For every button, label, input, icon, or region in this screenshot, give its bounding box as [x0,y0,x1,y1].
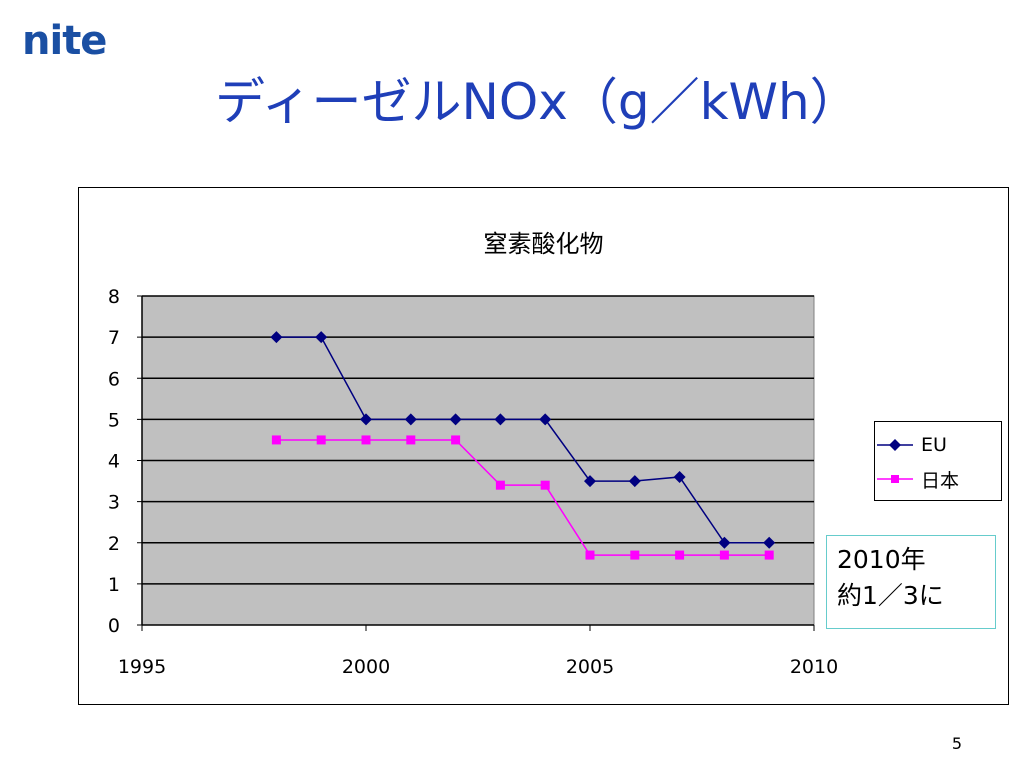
japan-point [271,435,281,445]
japan-point [361,435,371,445]
annotation-line-1: 2010年 [837,545,926,574]
x-tick-label: 2005 [566,656,614,678]
annotation-box: 2010年 約1／3に [826,535,996,629]
legend-eu-swatch [877,439,913,451]
eu-point [360,413,372,426]
japan-point [630,550,640,560]
eu-point [673,470,686,483]
eu-point [315,331,328,344]
japan-point [316,435,326,445]
y-tick-label: 6 [108,368,120,390]
line-chart: 0 1 2 3 4 5 6 7 8 1995 2000 2005 2010 [108,286,838,678]
eu-point [404,413,417,426]
nite-logo: nite [22,18,107,64]
annotation-line-2: 約1／3に [837,581,944,610]
y-tick-label: 7 [108,327,120,349]
x-tick-label: 2010 [790,656,838,678]
legend-item-japan: 日本 [875,464,959,494]
eu-point [763,536,776,549]
legend-eu-label: EU [921,434,947,456]
chart-frame: 窒素酸化物 0 1 2 3 4 5 6 7 8 1995 2000 2005 2010 EU 日本 20… [78,187,1009,705]
japan-point [675,550,685,560]
series-line-japan [276,439,770,556]
japan-point [451,435,461,445]
eu-point [628,475,641,488]
y-tick-label: 5 [108,409,120,431]
japan-point [495,480,505,490]
japan-point [719,550,729,560]
x-tick-label: 1995 [118,656,166,678]
eu-point [539,413,552,426]
legend-item-eu: EU [875,430,947,460]
y-tick-label: 4 [108,451,120,473]
japan-point [764,550,774,560]
japan-point [406,435,416,445]
y-tick-label: 2 [108,533,120,555]
eu-point [494,413,507,426]
y-tick-label: 1 [108,574,120,596]
page-number: 5 [951,734,962,753]
y-tick-label: 3 [108,492,120,514]
eu-point [270,331,283,344]
slide-title: ディーゼルNOx（g／kWh） [215,73,860,131]
chart-title: 窒素酸化物 [483,230,604,258]
eu-point [449,413,462,426]
eu-point [584,475,596,488]
series-line-eu [276,336,770,544]
japan-point [540,480,550,490]
eu-point [718,536,731,549]
y-tick-label: 0 [108,615,120,637]
y-tick-label: 8 [108,286,120,308]
x-tick-label: 2000 [342,656,390,678]
legend-japan-swatch [877,475,913,483]
chart-legend: EU 日本 [874,421,1002,501]
japan-point [585,550,595,560]
legend-japan-label: 日本 [921,469,960,492]
